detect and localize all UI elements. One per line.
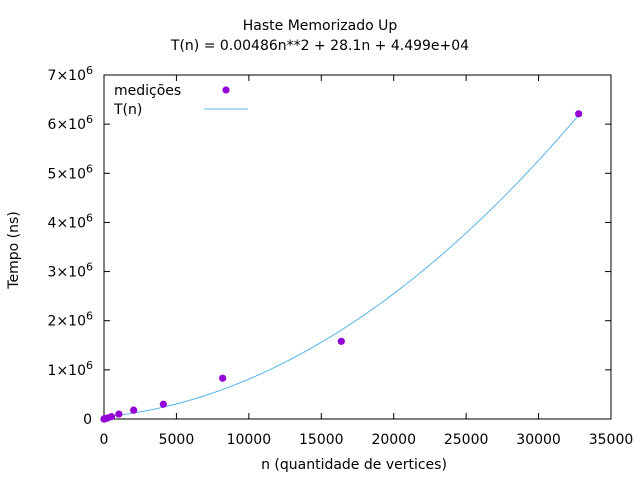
fit-curve <box>103 114 580 418</box>
y-tick-label: 7×106 <box>48 64 93 84</box>
y-tick-label: 4×106 <box>48 211 93 231</box>
data-point <box>115 410 123 418</box>
plot-frame <box>103 74 612 420</box>
x-tick-label: 15000 <box>299 432 344 448</box>
x-axis-label: n (quantidade de vertices) <box>261 457 447 473</box>
x-axis-ticks: 0 5000 10000 15000 20000 25000 30000 35000 <box>100 75 634 448</box>
data-point <box>130 406 138 414</box>
y-tick-label: 5×106 <box>48 162 93 182</box>
legend-label-medicoes: medições <box>114 83 181 99</box>
chart-subtitle: T(n) = 0.00486n**2 + 28.1n + 4.499e+04 <box>170 38 470 54</box>
data-point <box>107 413 116 421</box>
fit-curve-layer <box>103 114 580 418</box>
y-tick-label: 3×106 <box>48 261 93 281</box>
data-point <box>337 337 345 345</box>
x-tick-label: 20000 <box>371 432 416 448</box>
y-tick-label: 0 <box>83 412 92 428</box>
x-tick-label: 5000 <box>159 432 195 448</box>
y-tick-label: 2×106 <box>48 310 93 330</box>
legend-label-fit: T(n) <box>113 102 142 118</box>
plot-border <box>103 74 612 420</box>
y-tick-label: 1×106 <box>48 359 93 379</box>
y-axis-ticks: 0 1×106 2×106 3×106 4×106 5×106 6×106 7×106 <box>48 64 611 428</box>
chart-title: Haste Memorizado Up <box>242 18 398 34</box>
x-tick-label: 30000 <box>516 432 561 448</box>
x-tick-label: 10000 <box>227 432 272 448</box>
data-point <box>575 110 583 118</box>
legend-marker-medicoes <box>222 86 230 94</box>
legend: medições T(n) <box>113 83 248 118</box>
data-point <box>159 400 167 408</box>
x-tick-label: 25000 <box>444 432 489 448</box>
x-tick-label: 35000 <box>589 432 634 448</box>
x-tick-label: 0 <box>100 432 109 448</box>
y-tick-label: 6×106 <box>48 113 93 133</box>
data-point <box>219 374 227 382</box>
data-points-layer <box>100 110 583 423</box>
